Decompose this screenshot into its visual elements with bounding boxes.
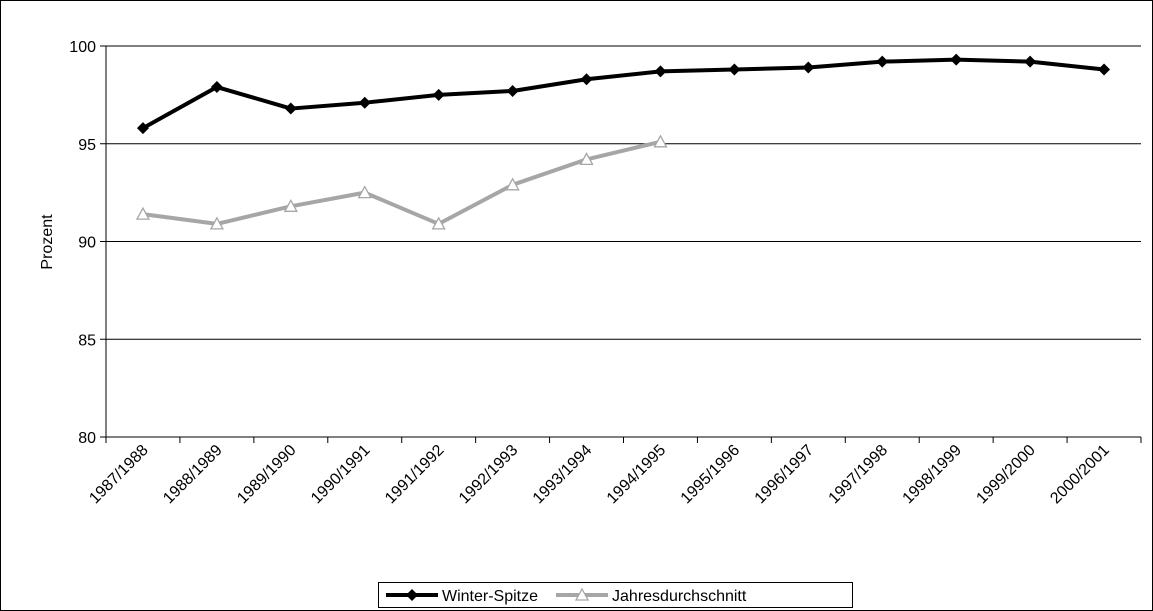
point [579,152,594,166]
legend: Winter-Spitze Jahresdurchschnitt [378,582,853,608]
legend-marker [574,587,590,601]
point [357,185,372,199]
point [506,84,519,97]
point [1098,63,1111,76]
point [209,216,224,230]
y-tick-label: 95 [78,137,96,154]
point [136,122,149,135]
point [728,63,741,76]
y-tick-label: 90 [78,235,96,252]
point [580,73,593,86]
point [210,81,223,94]
point [283,198,298,212]
point [950,53,963,66]
point [431,216,446,230]
point [505,177,520,191]
legend-marker [406,589,418,601]
y-tick-label: 85 [78,332,96,349]
point [432,88,445,101]
point [135,206,151,220]
legend-label: Winter-Spitze [442,588,538,605]
series-line [142,139,661,226]
point [1024,55,1037,68]
point [358,96,371,109]
point [653,134,668,148]
point [654,65,667,78]
y-tick-label: 100 [69,39,96,56]
legend-label: Jahresdurchschnitt [612,588,747,605]
y-tick-label: 80 [78,430,96,447]
y-axis-label: Prozent [39,214,56,270]
series-line [141,57,1105,130]
point [876,55,889,68]
point [284,102,297,115]
legend-box [378,582,853,608]
point [802,61,815,74]
